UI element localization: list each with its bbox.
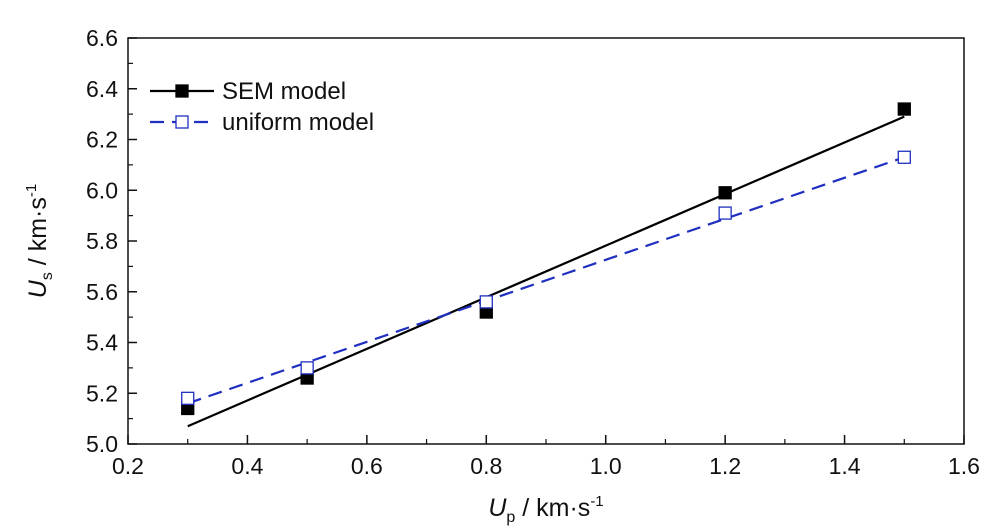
series-1-fit-line — [187, 115, 905, 428]
x-tick-label: 1.4 — [829, 453, 861, 479]
y-tick-label: 5.2 — [86, 380, 118, 406]
series-1-point — [897, 102, 911, 116]
series-2-point — [181, 391, 195, 405]
y-tick-label: 5.4 — [86, 330, 118, 356]
series-1-point — [718, 186, 732, 200]
series-2-point — [897, 150, 911, 164]
x-axis-ticks: 0.2 0.4 0.6 0.8 1.0 1.2 1.4 1.6 — [112, 435, 980, 479]
x-tick-label: 1.6 — [948, 453, 980, 479]
series-2-point — [718, 206, 732, 220]
y-tick-label: 6.6 — [86, 25, 118, 51]
series-2-point — [300, 361, 314, 375]
x-tick-label: 1.2 — [709, 453, 741, 479]
legend-label: uniform model — [222, 109, 374, 136]
y-tick-label: 6.0 — [86, 177, 118, 203]
y-axis-title: Us / km·s-1 — [23, 184, 56, 298]
y-tick-label: 5.8 — [86, 228, 118, 254]
legend-swatch-marker — [175, 115, 189, 129]
series-layer — [181, 102, 911, 428]
x-axis-title: Up / km·s-1 — [488, 493, 603, 526]
series-2-fit-line — [187, 156, 905, 405]
x-tick-label: 1.0 — [590, 453, 622, 479]
y-tick-label: 5.6 — [86, 279, 118, 305]
y-axis-ticks: 5.0 5.2 5.4 5.6 5.8 6.0 6.2 6.4 6.6 — [86, 25, 137, 457]
x-tick-label: 0.4 — [231, 453, 263, 479]
x-tick-label: 0.8 — [470, 453, 502, 479]
series-2-point — [479, 295, 493, 309]
legend: SEM model uniform model — [150, 78, 374, 136]
y-tick-label: 5.0 — [86, 431, 118, 457]
y-tick-label: 6.4 — [86, 76, 118, 102]
y-tick-label: 6.2 — [86, 127, 118, 153]
legend-swatch-marker — [175, 84, 189, 98]
x-tick-label: 0.2 — [112, 453, 144, 479]
legend-label: SEM model — [222, 78, 346, 105]
x-tick-label: 0.6 — [351, 453, 383, 479]
